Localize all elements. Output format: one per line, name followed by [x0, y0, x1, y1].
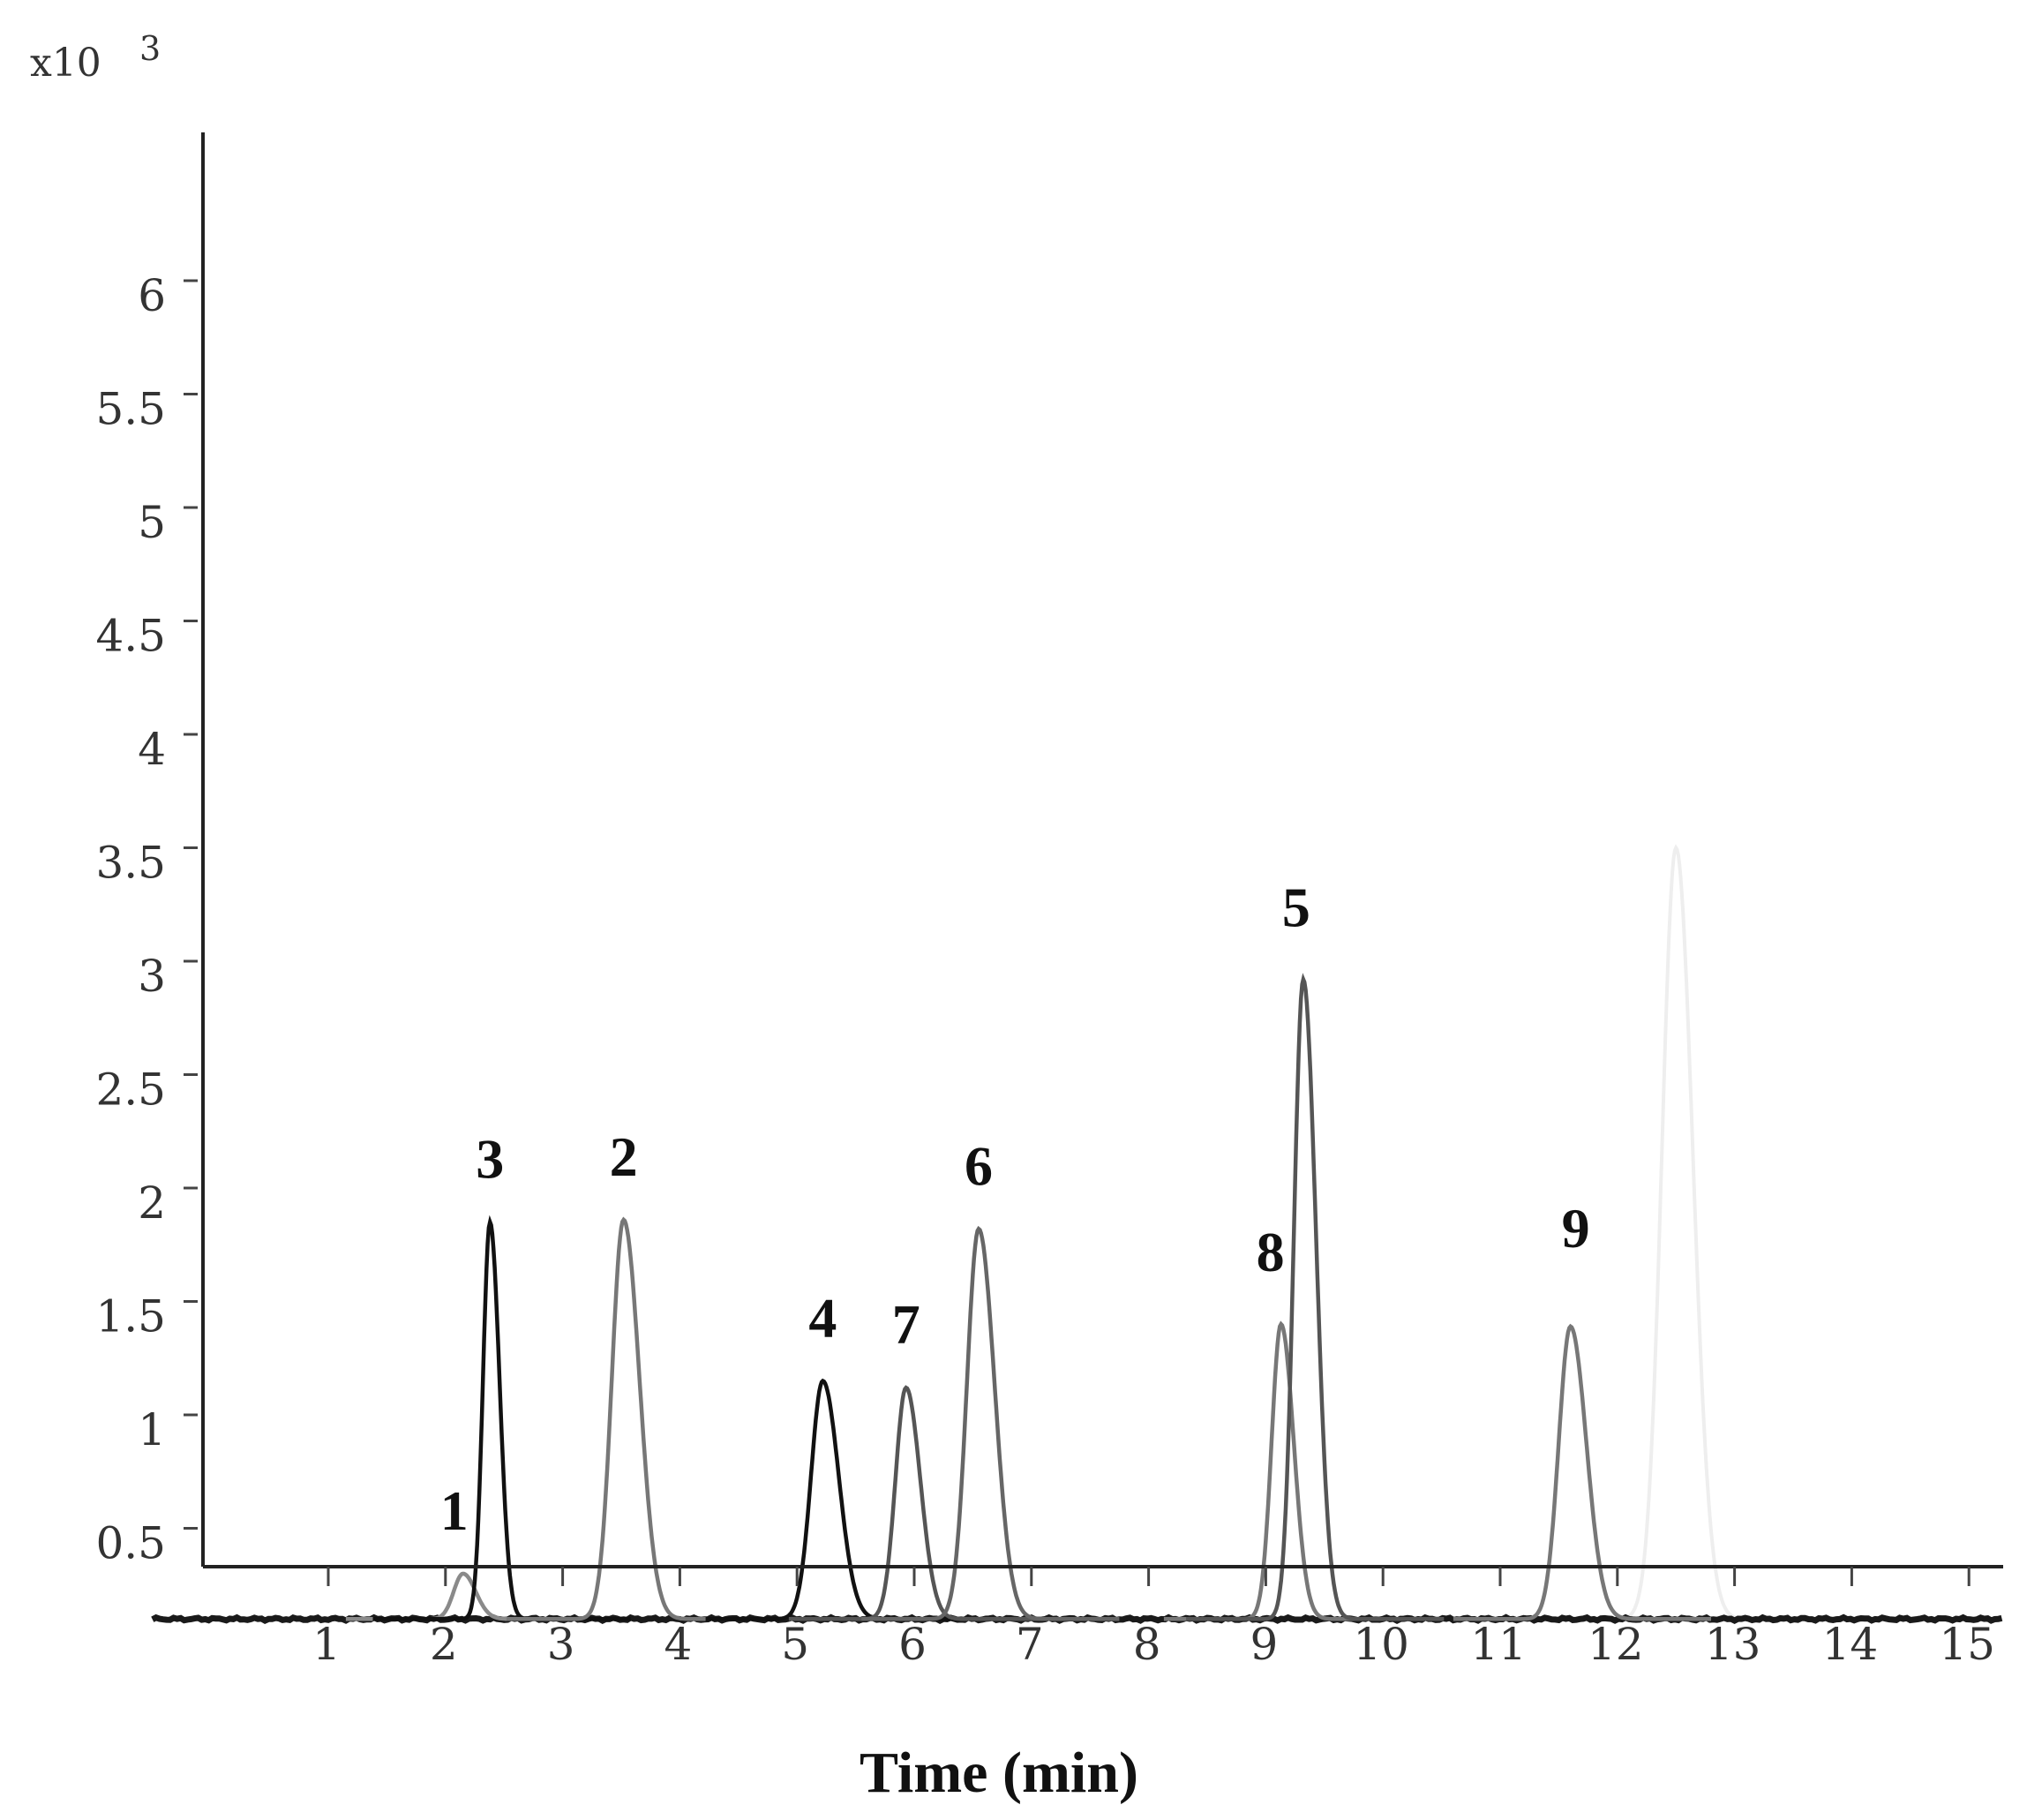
- peak-label: 7: [892, 1293, 920, 1356]
- y-tick-group: 0.5 1 1.5 2 2.5 3 3.5 4 4.5 5 5.5 6: [95, 270, 198, 1569]
- peak-trace: [788, 1385, 1047, 1621]
- x-tick-label: 4: [664, 1619, 692, 1670]
- x-tick-label: 13: [1705, 1619, 1761, 1670]
- peak-trace: [705, 1378, 964, 1621]
- y-tick-label: 2: [138, 1177, 166, 1229]
- y-tick-label: 6: [138, 270, 166, 321]
- peak-trace: [372, 1215, 631, 1621]
- peak-label: 3: [476, 1128, 504, 1191]
- peak-label: 4: [808, 1286, 837, 1349]
- x-tick-label: 8: [1133, 1619, 1161, 1670]
- x-tick-label: 1: [312, 1619, 341, 1670]
- y-tick-label: 2.5: [95, 1064, 166, 1116]
- peak-trace: [1186, 973, 1445, 1621]
- x-tick-label: 12: [1588, 1619, 1644, 1670]
- x-tick-label: 15: [1939, 1619, 1995, 1670]
- x-tick-label: 7: [1016, 1619, 1044, 1670]
- y-tick-label: 0.5: [95, 1518, 166, 1569]
- peak-trace: [861, 1225, 1120, 1621]
- y-tick-label: 4.5: [95, 611, 166, 662]
- peak-label: 2: [610, 1125, 638, 1188]
- x-tick-label: 2: [430, 1619, 458, 1670]
- y-scale-label: x10: [30, 41, 101, 86]
- y-tick-label: 3.5: [95, 838, 166, 889]
- x-tick-label: 10: [1353, 1619, 1409, 1670]
- peak-trace: [506, 1216, 764, 1621]
- y-tick-label: 1.5: [95, 1291, 166, 1342]
- x-tick-label: 14: [1822, 1619, 1879, 1670]
- peak-label: 9: [1562, 1197, 1590, 1260]
- x-tick-group: 1 2 3 4 5 6 7 8 9 10 11 12 13 14 15: [312, 1567, 1995, 1670]
- x-tick-label: 11: [1470, 1619, 1527, 1670]
- y-tick-label: 4: [138, 724, 166, 775]
- peak-label: 8: [1257, 1221, 1285, 1283]
- peak-trace: [1453, 1323, 1711, 1621]
- faint-peak-trace: [1558, 844, 1817, 1621]
- trace-group: [151, 844, 2003, 1625]
- y-tick-label: 1: [138, 1404, 166, 1455]
- y-tick-label: 5: [138, 497, 166, 548]
- x-tick-label: 6: [898, 1619, 927, 1670]
- x-tick-label: 3: [547, 1619, 575, 1670]
- x-tick-label: 9: [1250, 1619, 1278, 1670]
- x-tick-label: 5: [781, 1619, 809, 1670]
- y-tick-label: 3: [138, 951, 166, 1002]
- peak-label: 5: [1282, 876, 1310, 939]
- x-axis-title: Time (min): [860, 1741, 1138, 1805]
- y-tick-label: 5.5: [95, 384, 166, 435]
- peak-label: 6: [965, 1134, 993, 1197]
- peak-label: 1: [440, 1479, 469, 1542]
- peak-label-group: 1 3 2 4 7 6 8 5 9: [440, 876, 1590, 1542]
- y-scale-exponent: 3: [139, 29, 161, 68]
